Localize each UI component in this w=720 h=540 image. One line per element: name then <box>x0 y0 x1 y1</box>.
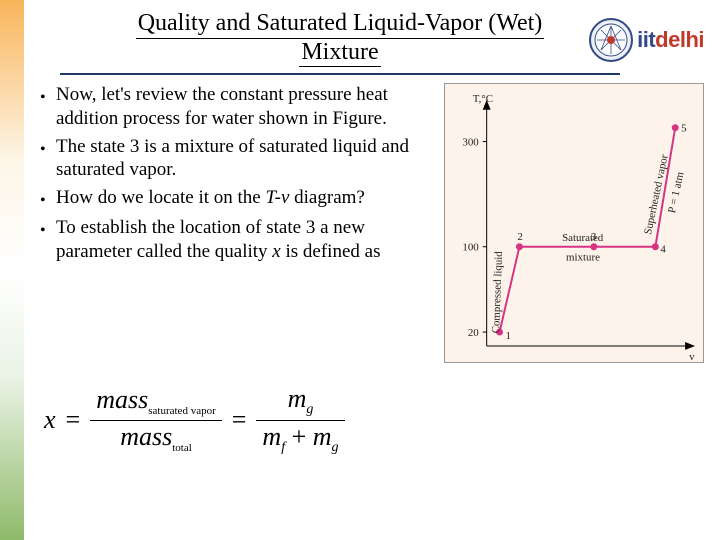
tv-diagram: T,°C v 20100300 12345 Saturated mixture … <box>444 83 704 363</box>
list-item: The state 3 is a mixture of saturated li… <box>40 135 438 183</box>
svg-text:1: 1 <box>506 330 511 342</box>
svg-text:mixture: mixture <box>566 252 600 264</box>
title-line1: Quality and Saturated Liquid-Vapor (Wet) <box>136 10 545 39</box>
eq-frac2: mg mf + mg <box>256 383 344 457</box>
title-line2: Mixture <box>299 39 380 68</box>
emblem-icon <box>589 18 633 62</box>
bullet-list: Now, let's review the constant pressure … <box>40 83 444 363</box>
list-item: How do we locate it on the T-v diagram? <box>40 186 438 212</box>
logo-text: iitdelhi <box>637 27 704 53</box>
quality-equation: x = masssaturated vapor masstotal = mg m… <box>40 383 700 457</box>
logo-left: iit <box>637 27 655 52</box>
svg-text:Superheated vapor: Superheated vapor <box>642 153 671 236</box>
svg-text:v: v <box>689 351 695 362</box>
logo: iitdelhi <box>589 18 704 62</box>
list-item: Now, let's review the constant pressure … <box>40 83 438 131</box>
svg-text:4: 4 <box>660 244 666 256</box>
logo-right: delhi <box>655 27 704 52</box>
eq-frac1: masssaturated vapor masstotal <box>90 384 222 456</box>
svg-text:Saturated: Saturated <box>562 232 604 244</box>
slide-title: Quality and Saturated Liquid-Vapor (Wet)… <box>60 10 620 75</box>
svg-text:100: 100 <box>462 242 479 254</box>
eq-lhs: x <box>44 405 56 435</box>
svg-text:P = 1 atm: P = 1 atm <box>666 171 687 215</box>
svg-text:T,°C: T,°C <box>473 93 493 105</box>
svg-text:20: 20 <box>468 327 479 339</box>
svg-text:5: 5 <box>681 123 687 135</box>
svg-text:2: 2 <box>517 231 522 243</box>
list-item: To establish the location of state 3 a n… <box>40 216 438 264</box>
svg-text:300: 300 <box>462 137 479 149</box>
